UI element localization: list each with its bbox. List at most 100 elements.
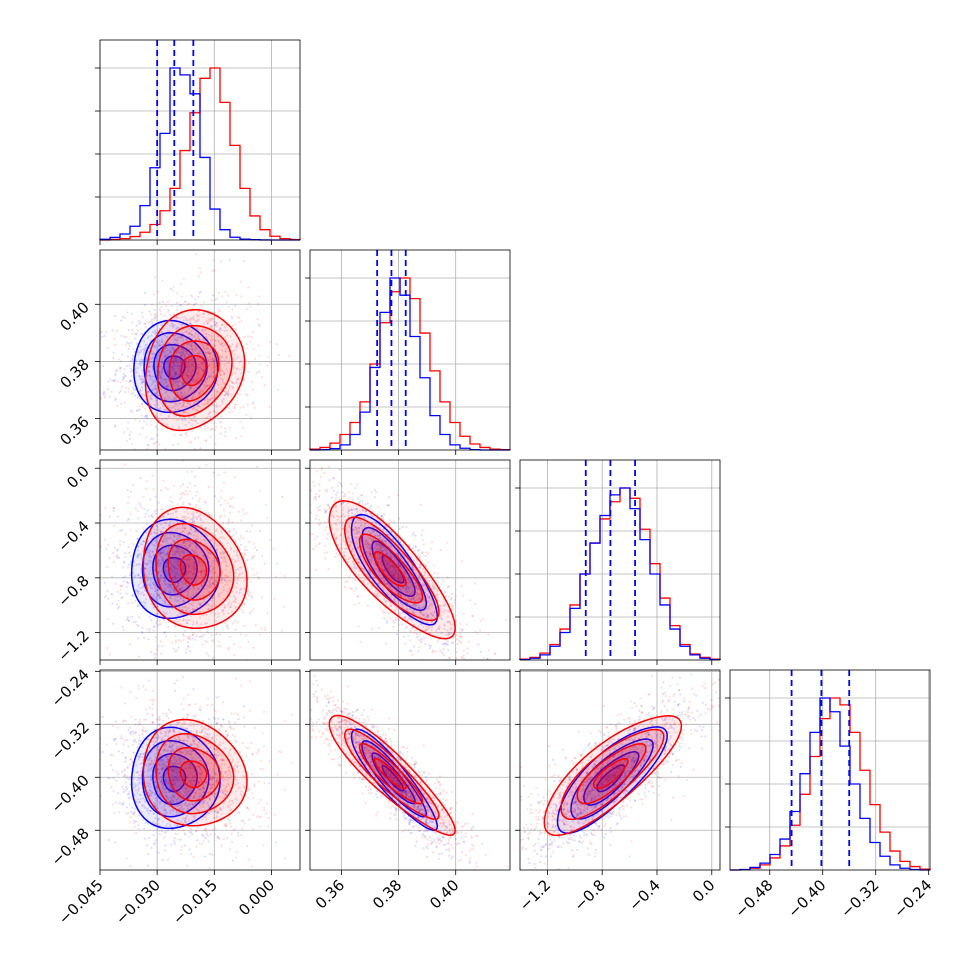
scatter-point — [148, 370, 151, 373]
scatter-point — [241, 508, 244, 511]
scatter-point — [199, 507, 202, 510]
scatter-point — [167, 583, 170, 586]
scatter-point — [170, 586, 173, 589]
scatter-point — [173, 535, 176, 538]
scatter-point — [133, 448, 136, 450]
scatter-point — [164, 601, 167, 604]
scatter-point — [146, 343, 149, 346]
scatter-point — [115, 329, 118, 333]
scatter-point — [174, 379, 177, 382]
scatter-point — [159, 552, 162, 555]
scatter-point — [423, 613, 426, 616]
scatter-point — [186, 303, 189, 306]
scatter-point — [149, 376, 153, 379]
scatter-point — [208, 551, 211, 554]
scatter-point — [181, 348, 184, 351]
scatter-point — [478, 668, 480, 670]
scatter-point — [130, 392, 133, 395]
scatter-point — [196, 490, 199, 493]
scatter-point — [196, 515, 200, 518]
scatter-point — [335, 493, 338, 496]
scatter-point — [209, 415, 212, 418]
scatter-point — [209, 428, 212, 431]
scatter-point — [204, 328, 207, 331]
scatter-point — [215, 322, 218, 325]
scatter-point — [116, 515, 119, 518]
scatter-point — [214, 534, 217, 538]
scatter-point — [173, 334, 176, 337]
scatter-point — [140, 381, 143, 384]
scatter-point — [183, 549, 186, 553]
scatter-point — [422, 625, 425, 628]
scatter-point — [228, 716, 230, 718]
scatter-point — [175, 599, 178, 602]
scatter-point — [193, 377, 196, 381]
scatter-point — [205, 676, 207, 678]
scatter-point — [164, 397, 167, 401]
scatter-point — [173, 414, 176, 418]
scatter-point — [207, 358, 210, 361]
scatter-point — [219, 552, 222, 556]
scatter-point — [164, 571, 167, 574]
scatter-point — [240, 435, 243, 438]
scatter-point — [159, 551, 162, 555]
scatter-point — [213, 339, 216, 342]
scatter-point — [243, 624, 246, 627]
scatter-point — [167, 414, 170, 418]
scatter-point — [190, 344, 193, 348]
scatter-point — [188, 564, 191, 567]
scatter-point — [201, 570, 204, 573]
scatter-point — [148, 555, 152, 558]
scatter-point — [180, 530, 183, 534]
scatter-point — [152, 388, 155, 391]
scatter-point — [114, 378, 117, 381]
scatter-point — [151, 361, 154, 364]
scatter-point — [220, 562, 223, 565]
scatter-point — [239, 566, 242, 569]
scatter-point — [182, 619, 185, 622]
scatter-point — [227, 518, 230, 521]
scatter-point — [450, 628, 453, 631]
scatter-point — [136, 623, 139, 626]
scatter-point — [197, 587, 200, 590]
scatter-point — [428, 595, 431, 598]
scatter-point — [103, 391, 106, 394]
scatter-point — [258, 354, 261, 357]
scatter-point — [189, 319, 192, 322]
scatter-point — [238, 316, 241, 319]
scatter-point — [356, 595, 359, 598]
scatter-point — [138, 323, 141, 326]
scatter-point — [195, 253, 198, 256]
scatter-point — [169, 533, 172, 536]
scatter-point — [167, 512, 170, 515]
scatter-point — [223, 606, 226, 609]
scatter-point — [412, 611, 415, 614]
scatter-point — [280, 629, 283, 632]
scatter-point — [210, 515, 213, 518]
scatter-point — [128, 574, 131, 577]
scatter-point — [159, 543, 162, 547]
scatter-point — [138, 377, 141, 380]
scatter-point — [212, 371, 215, 374]
scatter-point — [140, 382, 144, 385]
scatter-point — [178, 550, 182, 553]
scatter-point — [196, 336, 200, 339]
scatter-point — [183, 354, 187, 357]
scatter-point — [194, 546, 198, 549]
scatter-point — [128, 433, 131, 437]
scatter-point — [191, 348, 194, 351]
scatter-point — [180, 361, 183, 364]
scatter-point — [199, 616, 202, 619]
scatter-point — [159, 407, 162, 410]
scatter-point — [59, 352, 61, 354]
scatter-point — [200, 362, 203, 365]
scatter-point — [193, 638, 196, 641]
scatter-point — [238, 321, 241, 324]
scatter-panel-1-0-content — [59, 250, 300, 450]
scatter-point — [177, 380, 180, 383]
scatter-point — [418, 606, 421, 609]
scatter-point — [148, 615, 151, 618]
scatter-point — [189, 540, 192, 543]
scatter-point — [226, 361, 229, 365]
scatter-point — [223, 363, 226, 366]
